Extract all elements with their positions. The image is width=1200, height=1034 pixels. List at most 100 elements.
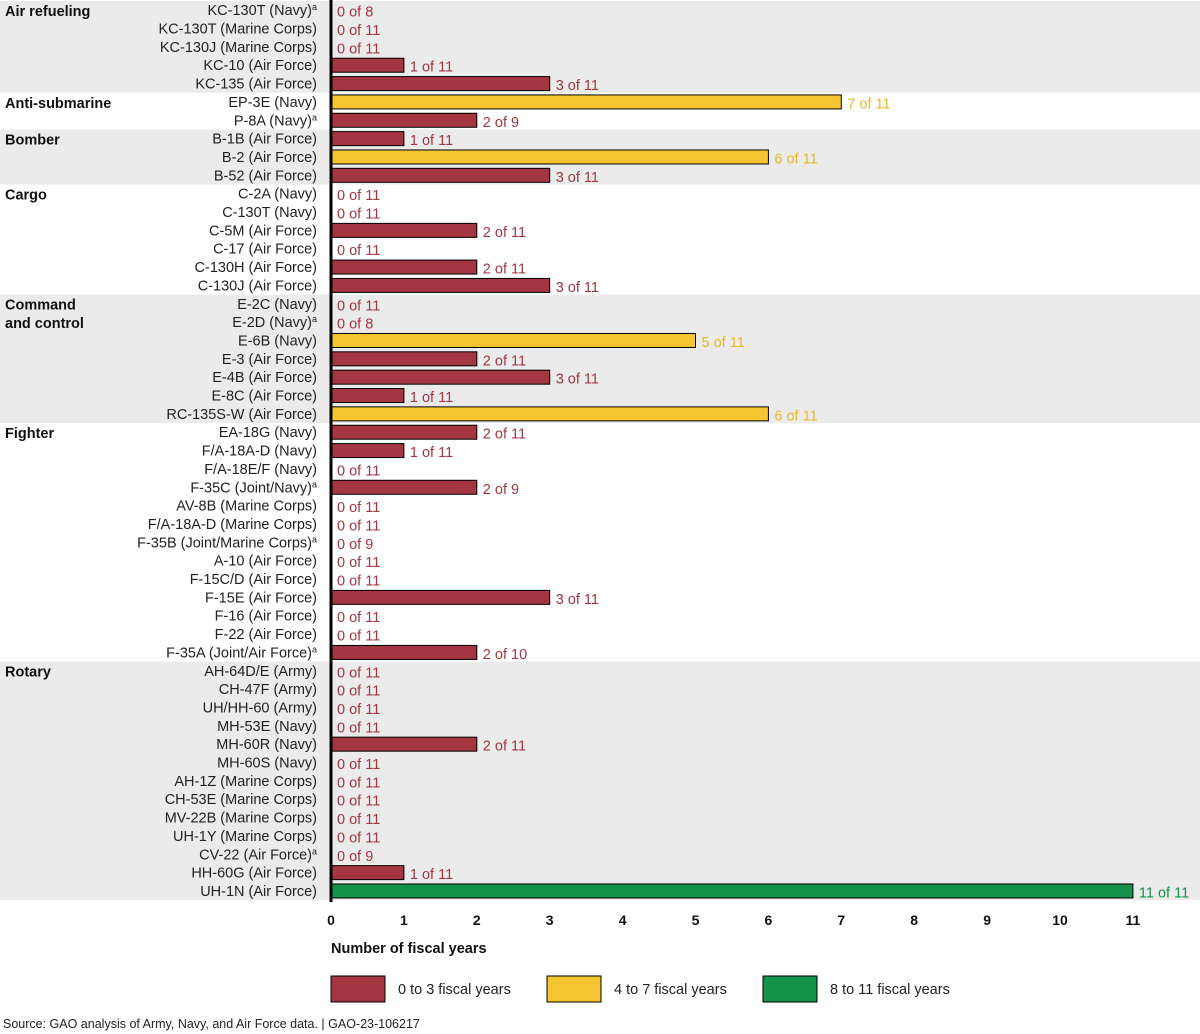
aircraft-label: UH/HH-60 (Army) [203,700,317,716]
value-label: 0 of 11 [337,207,380,223]
aircraft-label: C-2A (Navy) [238,187,317,203]
group-label: and control [5,316,84,332]
value-label: 0 of 11 [337,629,380,645]
value-label: 0 of 11 [337,812,380,828]
aircraft-label: F-15E (Air Force) [205,590,317,606]
bar [330,589,551,605]
group-label: Rotary [5,665,51,681]
value-label: 2 of 11 [483,262,526,278]
group-label: Cargo [5,188,47,204]
value-label: 2 of 11 [483,225,526,241]
value-label: 0 of 11 [337,757,380,773]
value-label: 0 of 11 [337,775,380,791]
aircraft-label: AV-8B (Marine Corps) [176,499,317,515]
value-label: 3 of 11 [556,592,599,608]
aircraft-label: E-2C (Navy) [237,297,317,313]
value-label: 0 of 11 [337,555,380,571]
legend-swatch [762,975,818,1003]
group-band [0,294,1200,424]
value-label: 0 of 11 [337,665,380,681]
group-label: Air refueling [5,4,90,20]
value-label: 0 of 8 [337,5,373,21]
value-label: 1 of 11 [410,867,453,883]
source-note: Source: GAO analysis of Army, Navy, and … [3,1017,420,1031]
x-tick-label: 6 [765,912,773,928]
value-label: 2 of 11 [483,427,526,443]
value-label: 3 of 11 [556,372,599,388]
value-label: 0 of 11 [337,702,380,718]
bar [330,259,478,275]
bar-chart: Air refueling KC-130T (Navy)a 0 of 8 KC-130… [0,0,1200,1003]
x-axis-title: Number of fiscal years [331,941,487,957]
bar [330,479,478,495]
aircraft-label: C-130T (Navy) [222,205,317,221]
aircraft-label: F/A-18E/F (Navy) [204,462,317,478]
value-label: 3 of 11 [556,170,599,186]
aircraft-label: CH-47F (Army) [219,682,317,698]
value-label: 2 of 11 [483,353,526,369]
x-tick-label: 1 [400,912,408,928]
aircraft-label: F-35B (Joint/Marine Corps)a [137,534,317,551]
x-tick-label: 3 [546,912,554,928]
x-tick-label: 7 [837,912,845,928]
aircraft-label: E-8C (Air Force) [211,389,317,405]
legend-swatch [330,975,386,1003]
aircraft-label: MH-60R (Navy) [216,737,317,753]
x-tick-label: 9 [983,912,991,928]
aircraft-label: MH-60S (Navy) [217,756,317,772]
group-label: Anti-submarine [5,96,111,112]
aircraft-label: RC-135S-W (Air Force) [166,407,317,423]
aircraft-label: CH-53E (Marine Corps) [165,792,317,808]
value-label: 0 of 9 [337,849,373,865]
value-label: 0 of 11 [337,684,380,700]
value-label: 1 of 11 [410,445,453,461]
value-label: 7 of 11 [847,96,890,112]
value-label: 0 of 11 [337,23,380,39]
aircraft-label: KC-10 (Air Force) [203,58,317,74]
value-label: 0 of 11 [337,243,380,259]
aircraft-label: F-22 (Air Force) [215,627,317,643]
aircraft-label: E-6B (Navy) [238,333,317,349]
bar [330,222,478,238]
aircraft-label: F-35C (Joint/Navy)a [190,479,317,496]
aircraft-label: B-52 (Air Force) [214,168,317,184]
value-label: 6 of 11 [774,408,817,424]
bar [330,94,842,110]
value-label: 0 of 11 [337,610,380,626]
x-tick-label: 11 [1125,912,1140,928]
aircraft-label: P-8A (Navy)a [234,112,317,129]
bar [330,277,551,293]
aircraft-label: C-17 (Air Force) [213,242,317,258]
value-label: 2 of 9 [483,482,519,498]
aircraft-label: KC-130T (Marine Corps) [159,22,317,38]
aircraft-label: F/A-18A-D (Marine Corps) [148,517,317,533]
legend-swatch [546,975,602,1003]
aircraft-label: UH-1N (Air Force) [200,884,317,900]
aircraft-label: KC-130J (Marine Corps) [160,40,317,56]
value-label: 0 of 11 [337,500,380,516]
aircraft-label: HH-60G (Air Force) [191,866,317,882]
value-label: 0 of 11 [337,574,380,590]
legend-label: 0 to 3 fiscal years [398,982,511,998]
bar [330,644,478,660]
value-label: 0 of 11 [337,518,380,534]
group-band [0,661,1200,901]
value-label: 0 of 9 [337,537,373,553]
group-label: Command [5,298,76,314]
aircraft-label: F/A-18A-D (Navy) [202,444,317,460]
bar [330,332,696,348]
x-tick-label: 5 [692,912,700,928]
value-label: 0 of 11 [337,830,380,846]
aircraft-label: AH-1Z (Marine Corps) [174,774,317,790]
bar [330,865,405,881]
value-label: 3 of 11 [556,280,599,296]
bar [330,167,551,183]
value-label: 1 of 11 [410,133,453,149]
legend-label: 8 to 11 fiscal years [830,982,950,998]
group-band [0,1,1200,93]
bar [330,351,478,367]
value-label: 0 of 11 [337,794,380,810]
x-tick-label: 8 [910,912,918,928]
legend-label: 4 to 7 fiscal years [614,982,727,998]
aircraft-label: CV-22 (Air Force)a [199,846,317,863]
